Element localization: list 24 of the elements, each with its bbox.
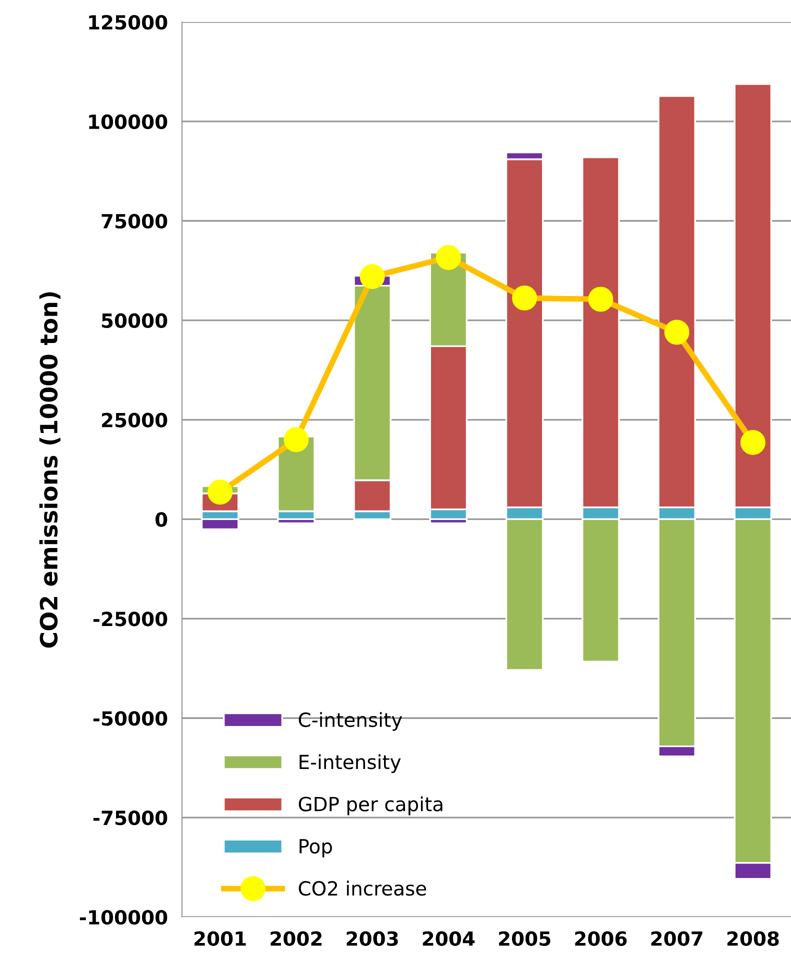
- legend-label: GDP per capita: [298, 796, 442, 816]
- legend-label: CO2 increase: [298, 880, 426, 896]
- y-tick-label: 100000: [89, 114, 168, 130]
- x-tick-label: 2005: [499, 931, 550, 946]
- y-tick-label: 25000: [102, 412, 168, 428]
- x-tick-label: 2003: [346, 931, 398, 946]
- legend-label: Pop: [300, 839, 332, 858]
- y-tick-label: 75000: [102, 214, 168, 229]
- y-tick-label: 50000: [102, 313, 168, 328]
- x-tick-label: 2001: [194, 931, 246, 946]
- y-tick-label: 125000: [89, 14, 168, 30]
- x-tick-label: 2006: [575, 931, 627, 946]
- legend-label: E-intensity: [300, 754, 401, 774]
- y-tick-label: -25000: [93, 612, 168, 626]
- y-tick-label: -100000: [80, 910, 168, 925]
- y-axis-title: CO2 emissions (10000 ton): [39, 292, 60, 648]
- x-tick-label: 2007: [651, 931, 702, 946]
- x-tick-label: 2002: [270, 931, 322, 946]
- y-tick-label: -75000: [93, 810, 168, 826]
- y-tick-label: -50000: [93, 711, 168, 726]
- x-tick-label: 2008: [727, 931, 779, 946]
- x-tick-label: 2004: [422, 931, 475, 946]
- legend-label: C-intensity: [298, 712, 402, 731]
- y-tick-label: 0: [156, 512, 168, 527]
